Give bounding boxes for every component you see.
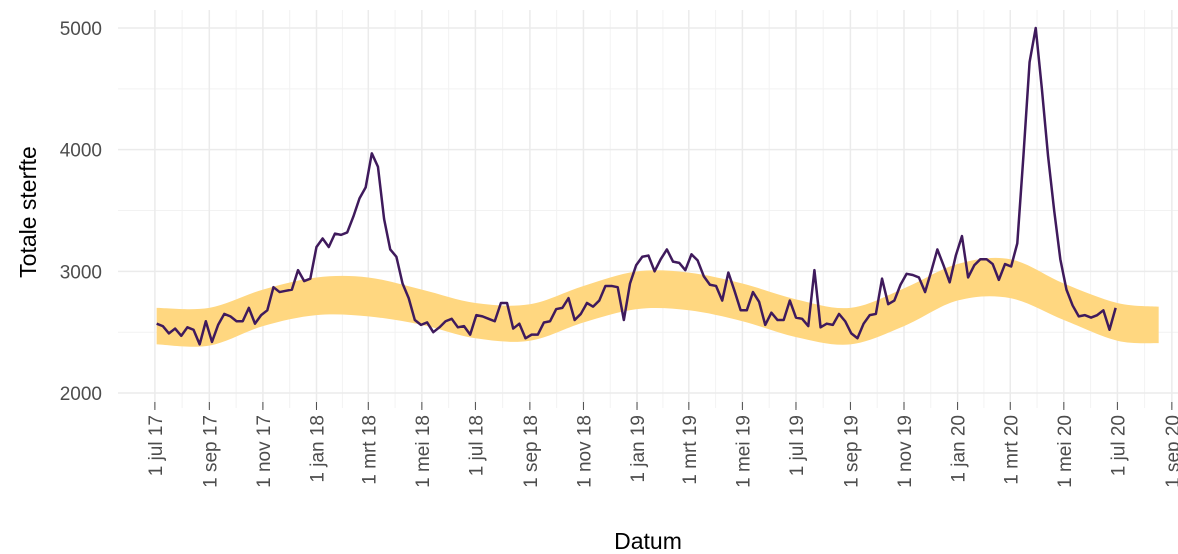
x-tick-label: 1 mrt 20 [1001, 415, 1022, 485]
x-tick-label: 1 mei 20 [1055, 415, 1076, 488]
y-tick-label: 5000 [60, 19, 102, 40]
x-tick-label: 1 mei 18 [413, 415, 434, 488]
y-tick-label: 4000 [60, 141, 102, 162]
y-axis-title: Totale sterfte [15, 146, 41, 278]
x-tick-label: 1 nov 17 [254, 415, 275, 488]
x-tick-label: 1 mrt 19 [680, 415, 701, 485]
x-tick-label: 1 jul 19 [787, 415, 808, 476]
x-tick-label: 1 mei 19 [733, 415, 754, 488]
x-axis-title: Datum [614, 528, 682, 554]
line [156, 26, 1117, 346]
x-tick-label: 1 nov 18 [574, 415, 595, 488]
y-tick-label: 3000 [60, 262, 102, 283]
x-tick-label: 1 jan 19 [628, 415, 649, 483]
x-tick-label: 1 jul 18 [466, 415, 487, 476]
expected-band [156, 257, 1159, 347]
x-tick-label: 1 sep 17 [200, 415, 221, 488]
x-tick-label: 1 sep 19 [841, 415, 862, 488]
x-tick-label: 1 mrt 18 [359, 415, 380, 485]
x-tick-label: 1 jan 20 [949, 415, 970, 483]
x-tick-label: 1 jul 20 [1108, 415, 1129, 476]
x-tick-label: 1 sep 20 [1163, 415, 1178, 488]
x-tick-label: 1 jan 18 [307, 415, 328, 483]
y-tick-label: 2000 [60, 384, 102, 405]
x-tick-label: 1 nov 19 [895, 415, 916, 488]
x-tick-label: 1 sep 18 [521, 415, 542, 488]
x-tick-label: 1 jul 17 [146, 415, 167, 476]
